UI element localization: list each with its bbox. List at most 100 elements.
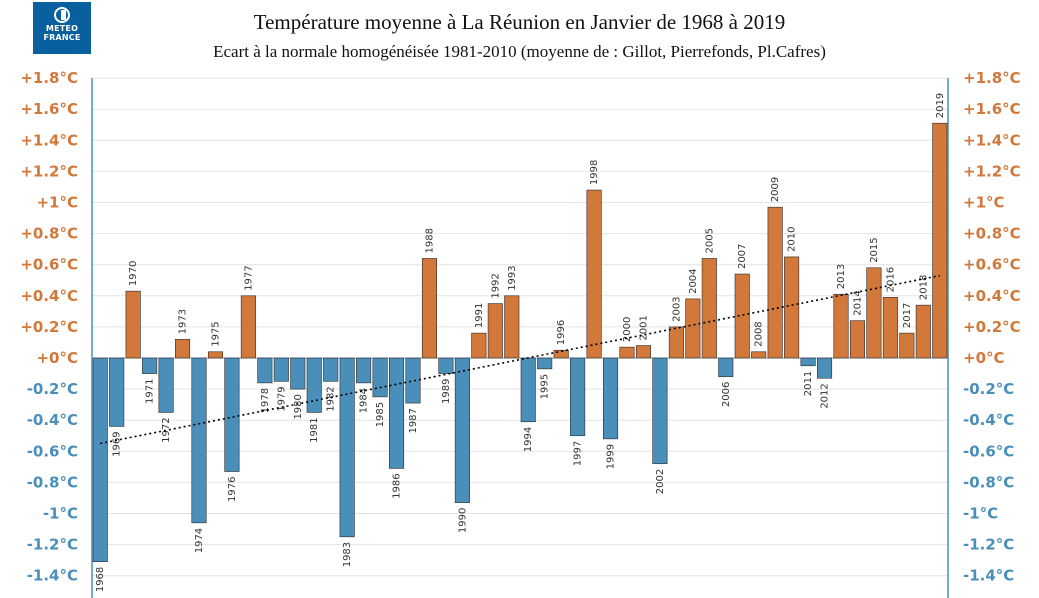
- bar-1974: [191, 357, 207, 524]
- year-label-1978: 1978: [260, 388, 271, 413]
- year-label-1991: 1991: [474, 303, 485, 328]
- bar-1988: [421, 258, 437, 359]
- logo-line-1: METEO: [45, 24, 79, 33]
- bar-1970: [125, 290, 141, 359]
- y-tick-label-right: +0°C: [963, 349, 1005, 367]
- y-tick-label-left: +0°C: [36, 349, 78, 367]
- bar-1997: [570, 357, 586, 437]
- y-tick-label-left: -0.4°C: [27, 411, 78, 429]
- meteo-france-logo: METEO FRANCE: [33, 2, 91, 54]
- year-label-1992: 1992: [490, 273, 501, 298]
- year-label-2005: 2005: [704, 228, 715, 253]
- year-label-2007: 2007: [737, 244, 748, 269]
- bar-2018: [915, 304, 931, 359]
- y-tick-label-left: -1°C: [43, 505, 78, 523]
- bar-1995: [537, 357, 553, 370]
- year-label-1981: 1981: [309, 417, 320, 442]
- bar-1979: [273, 357, 289, 382]
- bar-1983: [339, 357, 355, 538]
- bar-1982: [323, 357, 339, 382]
- y-tick-label-left: +0.4°C: [20, 287, 78, 305]
- year-label-1984: 1984: [359, 388, 370, 413]
- year-label-1988: 1988: [424, 228, 435, 253]
- bars: [92, 122, 948, 563]
- bar-2008: [751, 351, 767, 359]
- bar-2016: [882, 297, 898, 359]
- bar-1968: [92, 357, 108, 563]
- bar-1989: [438, 357, 454, 374]
- y-tick-label-right: +0.6°C: [963, 256, 1021, 274]
- bar-2015: [866, 267, 882, 359]
- bar-1980: [290, 357, 306, 390]
- bar-1994: [520, 357, 536, 423]
- year-label-2011: 2011: [803, 371, 814, 396]
- bar-2000: [619, 346, 635, 359]
- bar-1985: [372, 357, 388, 398]
- y-tick-label-left: -1.2°C: [27, 536, 78, 554]
- bar-1993: [504, 295, 520, 359]
- y-tick-label-right: -1.2°C: [963, 536, 1014, 554]
- year-label-1974: 1974: [194, 528, 205, 553]
- year-label-2006: 2006: [721, 382, 732, 407]
- bar-1971: [142, 357, 158, 374]
- bar-2005: [701, 258, 717, 359]
- y-tick-label-left: +1.4°C: [20, 131, 78, 149]
- year-label-1993: 1993: [507, 265, 518, 290]
- year-label-1998: 1998: [589, 160, 600, 185]
- year-label-2002: 2002: [655, 469, 666, 494]
- bar-1975: [207, 351, 223, 359]
- year-label-2003: 2003: [671, 296, 682, 321]
- bar-1978: [257, 357, 273, 384]
- bar-1986: [389, 357, 405, 469]
- bar-1991: [471, 332, 487, 359]
- year-label-1985: 1985: [375, 402, 386, 427]
- year-label-1989: 1989: [441, 379, 452, 404]
- year-label-1969: 1969: [112, 431, 123, 456]
- bar-1987: [405, 357, 421, 404]
- y-tick-label-left: -1.4°C: [27, 567, 78, 585]
- y-tick-label-left: +0.2°C: [20, 318, 78, 336]
- bar-2013: [833, 293, 849, 359]
- year-label-1968: 1968: [95, 567, 106, 592]
- year-label-1975: 1975: [210, 321, 221, 346]
- y-tick-label-right: -1.4°C: [963, 567, 1014, 585]
- y-tick-label-right: +1°C: [963, 194, 1005, 212]
- year-label-1979: 1979: [276, 386, 287, 411]
- bar-2001: [635, 345, 651, 359]
- bar-2006: [718, 357, 734, 377]
- year-label-1982: 1982: [326, 386, 337, 411]
- bar-2003: [668, 326, 684, 359]
- bar-2011: [800, 357, 816, 367]
- year-label-2004: 2004: [688, 268, 699, 293]
- year-label-2000: 2000: [622, 317, 633, 342]
- year-label-2009: 2009: [770, 177, 781, 202]
- bar-2019: [932, 122, 948, 359]
- y-tick-label-left: +0.8°C: [20, 225, 78, 243]
- year-label-2013: 2013: [836, 264, 847, 289]
- y-tick-label-right: -0.6°C: [963, 442, 1014, 460]
- year-label-1986: 1986: [392, 473, 403, 498]
- bar-2014: [849, 320, 865, 359]
- bar-1972: [158, 357, 174, 413]
- bar-1973: [175, 339, 191, 359]
- bar-1992: [487, 303, 503, 359]
- bar-2010: [784, 256, 800, 359]
- y-tick-label-left: +1°C: [36, 194, 78, 212]
- year-label-2010: 2010: [787, 226, 798, 251]
- bar-1990: [454, 357, 470, 503]
- year-label-1995: 1995: [540, 374, 551, 399]
- meteo-france-emblem-icon: [54, 7, 70, 23]
- y-tick-label-left: +1.2°C: [20, 162, 78, 180]
- axes: +1.8°C +1.8°C +1.6°C +1.6°C +1.4°C +1.4°C +1.2…: [20, 69, 1021, 598]
- year-label-2012: 2012: [820, 383, 831, 408]
- year-label-1970: 1970: [128, 261, 139, 286]
- year-label-1997: 1997: [573, 441, 584, 466]
- year-label-1996: 1996: [556, 320, 567, 345]
- y-tick-label-right: +1.8°C: [963, 69, 1021, 87]
- y-tick-label-right: -1°C: [963, 505, 998, 523]
- y-tick-label-right: -0.2°C: [963, 380, 1014, 398]
- y-tick-label-right: +1.4°C: [963, 131, 1021, 149]
- bar-1996: [553, 349, 569, 359]
- year-labels: 1968 1969 1970 1971 1972 1973 1974 1975 1976 1977…: [95, 93, 946, 592]
